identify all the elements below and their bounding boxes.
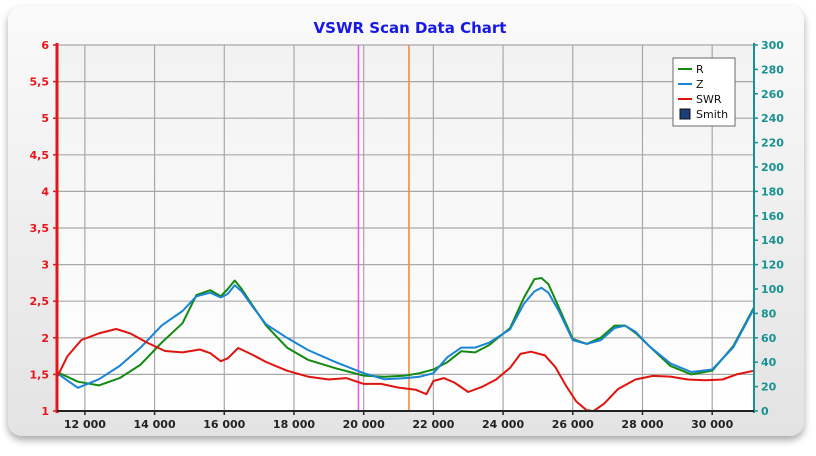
x-tick-label: 20 000 [343,418,385,431]
x-tick-label: 12 000 [64,418,106,431]
legend[interactable]: RZ SWR Smith [672,57,736,127]
legend-label-r: R [696,63,704,76]
y-right-tick-label: 120 [761,259,784,272]
y-right-tick-label: 60 [761,332,777,345]
y-right-tick-label: 100 [761,283,784,296]
y-right-tick-label: 200 [761,161,784,174]
y-left-tick-label: 2,5 [30,295,50,308]
y-right-tick-label: 240 [761,112,784,125]
tick-labels: 11,522,533,544,555,560204060801001201401… [30,39,785,431]
x-tick-label: 26 000 [552,418,594,431]
x-tick-label: 30 000 [691,418,733,431]
series-line-z [56,284,755,389]
y-right-tick-label: 80 [761,307,777,320]
y-left-tick-label: 4 [41,185,49,198]
y-left-tick-label: 6 [41,39,49,52]
y-right-tick-label: 260 [761,88,784,101]
y-right-tick-label: 280 [761,63,784,76]
legend-label-z: Z [696,78,704,91]
y-left-tick-label: 1 [41,405,49,418]
legend-swatch-smith [679,108,691,120]
x-tick-label: 28 000 [621,418,663,431]
x-tick-label: 24 000 [482,418,524,431]
y-right-tick-label: 0 [761,405,769,418]
y-right-tick-label: 300 [761,39,784,52]
x-tick-label: 22 000 [412,418,454,431]
y-right-tick-label: 160 [761,210,784,223]
y-right-tick-label: 220 [761,137,784,150]
legend-label-swr: SWR [696,93,722,106]
x-tick-label: 14 000 [134,418,176,431]
y-left-tick-label: 3,5 [30,222,50,235]
y-left-tick-label: 3 [41,259,49,272]
y-left-tick-label: 1,5 [30,368,50,381]
series-line-swr [56,328,755,412]
chart-title: VSWR Scan Data Chart [314,19,507,37]
y-left-tick-label: 4,5 [30,149,50,162]
y-right-tick-label: 180 [761,185,784,198]
y-left-tick-label: 5,5 [30,76,50,89]
y-left-tick-label: 5 [41,112,49,125]
axes [53,43,758,415]
x-tick-label: 18 000 [273,418,315,431]
y-left-tick-label: 2 [41,332,49,345]
series-group [56,277,755,412]
y-right-tick-label: 40 [761,356,777,369]
y-right-tick-label: 140 [761,234,784,247]
legend-label-smith: Smith [696,108,728,121]
x-tick-label: 16 000 [203,418,245,431]
marker-lines [357,45,410,411]
y-right-tick-label: 20 [761,381,777,394]
